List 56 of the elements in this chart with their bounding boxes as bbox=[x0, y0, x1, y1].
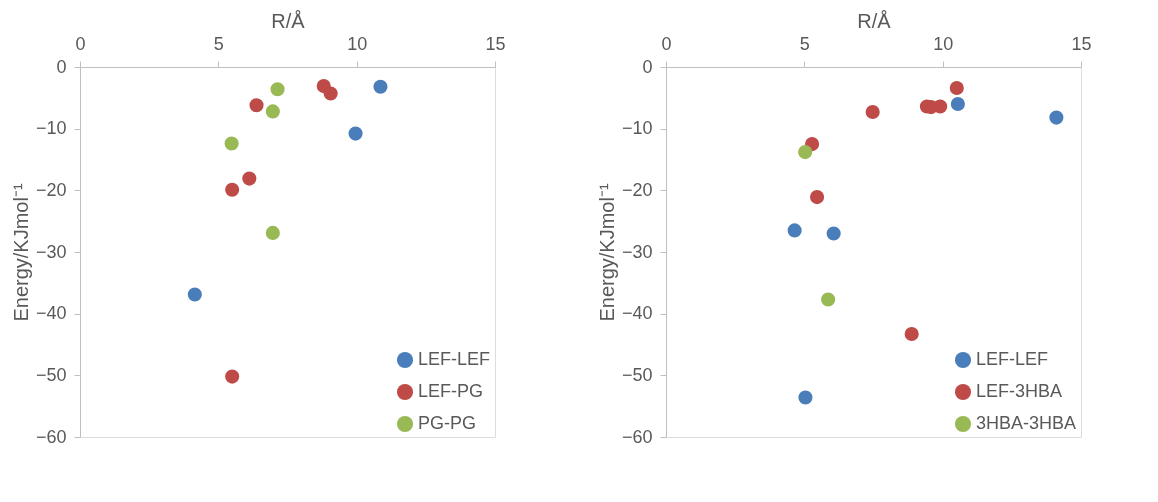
point bbox=[373, 79, 388, 94]
point bbox=[348, 126, 363, 141]
y-tick-label: −30 bbox=[35, 241, 67, 262]
y-tick-label: −10 bbox=[35, 118, 67, 139]
legend-label: LEF-LEF bbox=[976, 349, 1049, 369]
point bbox=[821, 292, 836, 307]
y-tick-label: −60 bbox=[35, 426, 67, 447]
point bbox=[265, 104, 280, 119]
point bbox=[249, 98, 264, 113]
point bbox=[787, 223, 802, 238]
point bbox=[265, 225, 280, 240]
legend-label: 3HBA-3HBA bbox=[976, 413, 1077, 433]
y-tick-label: −50 bbox=[35, 364, 67, 385]
legend-label: LEF-LEF bbox=[418, 349, 491, 369]
point bbox=[798, 145, 813, 160]
x-tick-label: 0 bbox=[661, 33, 672, 54]
x-tick-label: 10 bbox=[347, 33, 368, 54]
y-tick-label: −40 bbox=[621, 303, 653, 324]
legend-label: PG-PG bbox=[418, 413, 477, 433]
point bbox=[798, 390, 813, 405]
x-tick-label: 0 bbox=[75, 33, 86, 54]
y-tick-label: −40 bbox=[35, 303, 67, 324]
point bbox=[949, 80, 964, 96]
x-axis-title: R/Å bbox=[271, 9, 306, 32]
point bbox=[950, 96, 965, 112]
x-tick-label: 5 bbox=[213, 33, 224, 54]
point bbox=[323, 86, 338, 101]
point bbox=[270, 82, 285, 97]
point bbox=[933, 99, 948, 114]
point bbox=[242, 171, 257, 186]
point bbox=[225, 369, 240, 384]
y-axis-title: Energy/KJmol⁻¹ bbox=[9, 183, 32, 322]
point bbox=[904, 326, 919, 342]
x-tick-label: 5 bbox=[799, 33, 810, 54]
x-axis-title: R/Å bbox=[857, 9, 892, 32]
point bbox=[1049, 110, 1064, 125]
y-axis-title: Energy/KJmol⁻¹ bbox=[595, 183, 618, 322]
x-tick-label: 15 bbox=[485, 33, 506, 54]
y-tick-label: −10 bbox=[621, 118, 653, 139]
point bbox=[225, 182, 240, 197]
point bbox=[826, 226, 841, 241]
point bbox=[187, 287, 202, 302]
point bbox=[224, 136, 239, 151]
legend-label: LEF-3HBA bbox=[976, 381, 1063, 401]
y-tick-label: −20 bbox=[35, 179, 67, 200]
y-tick-label: −20 bbox=[621, 179, 653, 200]
y-tick-label: −30 bbox=[621, 241, 653, 262]
point bbox=[809, 190, 825, 205]
y-tick-label: 0 bbox=[56, 56, 67, 77]
y-tick-label: −60 bbox=[621, 426, 653, 447]
y-tick-label: 0 bbox=[642, 56, 653, 77]
x-tick-label: 10 bbox=[933, 33, 954, 54]
point bbox=[865, 104, 880, 120]
x-tick-label: 15 bbox=[1071, 33, 1092, 54]
y-tick-label: −50 bbox=[621, 364, 653, 385]
legend-label: LEF-PG bbox=[418, 381, 484, 401]
